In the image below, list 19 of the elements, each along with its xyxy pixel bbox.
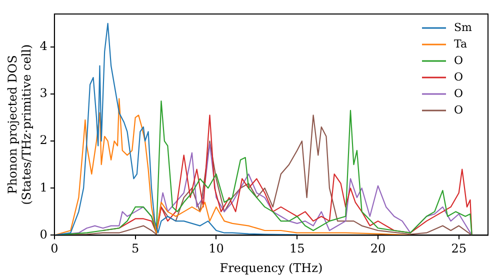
y-axis-title: Phonon projected DOS (States/THz·primitive cell) <box>5 44 34 205</box>
y-tick-label: 3 <box>40 86 48 100</box>
legend-label: O <box>454 54 464 67</box>
y-tick-label: 1 <box>40 180 48 194</box>
x-axis-title: Frequency (THz) <box>220 260 323 275</box>
x-tick-label: 0 <box>50 242 58 256</box>
x-tick-label: 25 <box>451 242 467 256</box>
legend-label: O <box>454 86 464 100</box>
legend-label: Ta <box>454 37 468 50</box>
y-tick-label: 2 <box>40 133 48 148</box>
legend-label: O <box>454 70 464 84</box>
legend-label: Sm <box>454 20 473 34</box>
x-tick-label: 5 <box>132 242 140 256</box>
x-tick-label: 20 <box>370 242 386 256</box>
legend-label: O <box>454 103 464 116</box>
x-tick-label: 15 <box>289 242 305 256</box>
x-tick-label: 10 <box>208 242 224 256</box>
y-tick-label: 4 <box>40 39 48 54</box>
y-tick-label: 0 <box>40 227 48 242</box>
